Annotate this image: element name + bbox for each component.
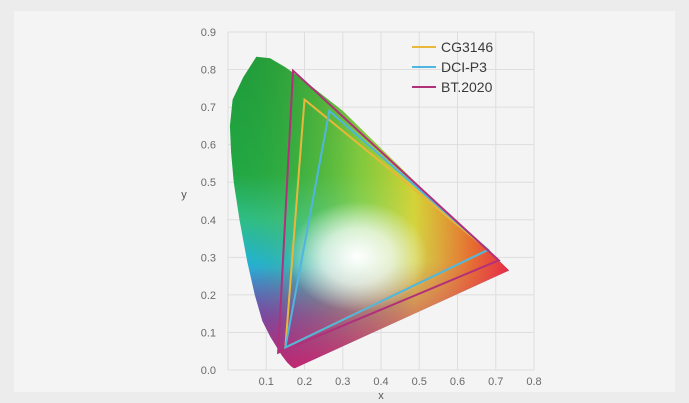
x-tick-label: 0.7	[488, 376, 503, 388]
legend-label: DCI-P3	[441, 59, 487, 75]
y-tick-label: 0.3	[201, 252, 216, 264]
y-tick-label: 0.8	[201, 65, 216, 77]
spectral-locus-fill	[229, 56, 510, 369]
gamut-dci-p3	[284, 108, 490, 350]
x-tick-label: 0.3	[335, 376, 350, 388]
y-tick-label: 0.2	[201, 290, 216, 302]
y-tick-label: 0.5	[201, 177, 216, 189]
x-axis-ticks: 0.1 0.2 0.3 0.4 0.5 0.6 0.7 0.8	[259, 376, 542, 388]
gamut-triangles	[277, 68, 501, 355]
x-tick-label: 0.4	[373, 376, 388, 388]
y-tick-label: 0.6	[201, 140, 216, 152]
x-tick-label: 0.1	[259, 376, 274, 388]
y-axis-ticks: 0.0 0.1 0.2 0.3 0.4 0.5 0.6 0.7 0.8 0.9	[201, 27, 216, 377]
y-axis-label: y	[181, 189, 187, 201]
y-tick-label: 0.1	[201, 327, 216, 339]
y-tick-label: 0.9	[201, 27, 216, 39]
y-tick-label: 0.0	[201, 365, 216, 377]
y-tick-label: 0.7	[201, 102, 216, 114]
legend-label: CG3146	[441, 39, 493, 55]
x-tick-label: 0.8	[526, 376, 541, 388]
x-tick-label: 0.2	[297, 376, 312, 388]
x-axis-label: x	[378, 390, 384, 402]
legend: CG3146 DCI-P3 BT.2020	[412, 39, 493, 95]
gamut-bt-2020	[277, 68, 501, 355]
x-tick-label: 0.5	[412, 376, 427, 388]
x-tick-label: 0.6	[450, 376, 465, 388]
legend-label: BT.2020	[441, 79, 493, 95]
y-tick-label: 0.4	[201, 215, 216, 227]
